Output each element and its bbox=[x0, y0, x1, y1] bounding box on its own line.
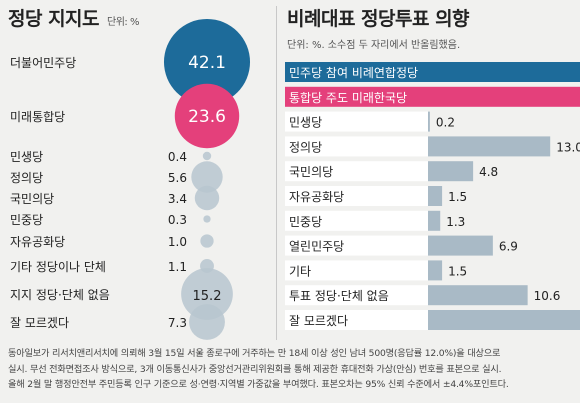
vote-bar bbox=[428, 285, 528, 306]
support-bubble bbox=[202, 151, 212, 161]
party-label: 미래통합당 bbox=[10, 110, 65, 124]
vote-label-box bbox=[285, 161, 428, 182]
support-value-label: 1.0 bbox=[168, 235, 187, 249]
vote-category-label: 투표 정당·단체 없음 bbox=[289, 289, 389, 303]
vote-bar bbox=[428, 235, 493, 256]
support-bubble bbox=[194, 185, 220, 211]
vote-bar bbox=[428, 136, 551, 157]
party-support-title: 정당 지지도 단위: % bbox=[8, 8, 139, 30]
vote-label-box bbox=[285, 210, 428, 231]
vote-category-label: 국민의당 bbox=[289, 165, 333, 179]
vote-bar bbox=[428, 260, 443, 281]
party-support-panel: 정당 지지도 단위: % 더불어민주당 42.1 미래통합당 23.6 민생당 0.4 정의당… bbox=[0, 0, 270, 346]
source-line: 실시. 무선 전화면접조사 방식으로, 3개 이동통신사가 중앙선거관리위원회를… bbox=[8, 363, 502, 375]
survey-source-note: 동아일보가 리서치앤리서치에 의뢰해 3월 15일 서울 종로구에 거주하는 만… bbox=[8, 346, 574, 393]
party-label: 잘 모르겠다 bbox=[10, 316, 69, 330]
vote-category-label: 잘 모르겠다 bbox=[289, 314, 348, 328]
support-bubble bbox=[181, 268, 233, 320]
party-label: 국민의당 bbox=[10, 192, 54, 206]
proportional-vote-bar-chart: 민주당 참여 비례연합정당21.2통합당 주도 미래한국당22.0민생당0.2정… bbox=[285, 62, 580, 330]
vote-category-label: 열린민주당 bbox=[289, 240, 344, 254]
source-line: 올해 2월 말 행정안전부 주민등록 인구 기준으로 성·연령·지역별 가중값을… bbox=[8, 379, 509, 390]
party-label: 지지 정당·단체 없음 bbox=[10, 288, 110, 302]
party-label: 기타 정당이나 단체 bbox=[10, 260, 106, 274]
vote-value-label: 13.0 bbox=[556, 140, 580, 154]
party-label: 민중당 bbox=[10, 213, 43, 227]
vote-bar bbox=[428, 161, 474, 182]
vote-value-label: 1.3 bbox=[446, 215, 465, 229]
support-bubble bbox=[191, 161, 223, 193]
vote-category-label: 기타 bbox=[289, 264, 311, 278]
vote-value-label: 1.5 bbox=[448, 190, 467, 204]
vote-category-label: 통합당 주도 미래한국당 bbox=[289, 91, 407, 105]
support-bubble bbox=[200, 234, 214, 248]
vote-category-label: 민중당 bbox=[289, 215, 322, 229]
vote-category-label: 민생당 bbox=[289, 116, 322, 130]
vote-bar bbox=[428, 111, 430, 132]
vote-value-label: 1.5 bbox=[448, 264, 467, 278]
support-value-label: 42.1 bbox=[188, 53, 226, 73]
support-bubble bbox=[174, 83, 240, 149]
vote-label-box bbox=[285, 186, 428, 206]
party-label: 민생당 bbox=[10, 150, 43, 164]
vote-bar bbox=[428, 210, 441, 231]
vote-category-label: 정의당 bbox=[289, 140, 322, 154]
vote-value-label: 4.8 bbox=[479, 165, 498, 179]
vote-bar bbox=[428, 186, 443, 206]
support-value-label: 15.2 bbox=[193, 289, 222, 304]
support-bubble bbox=[203, 215, 211, 223]
source-line: 동아일보가 리서치앤리서치에 의뢰해 3월 15일 서울 종로구에 거주하는 만… bbox=[8, 348, 501, 359]
support-value-label: 23.6 bbox=[188, 107, 226, 127]
vote-value-label: 10.6 bbox=[534, 289, 561, 303]
vote-bar bbox=[285, 62, 580, 82]
vote-label-box bbox=[285, 136, 428, 157]
panel-divider bbox=[276, 6, 277, 340]
support-value-label: 5.6 bbox=[168, 171, 187, 185]
support-value-label: 3.4 bbox=[168, 192, 187, 206]
vote-value-label: 6.9 bbox=[499, 240, 518, 254]
vote-label-box bbox=[285, 235, 428, 256]
vote-bar bbox=[428, 310, 580, 330]
support-bubble bbox=[189, 304, 225, 340]
proportional-vote-subtitle: 단위: %. 소수점 두 자리에서 반올림했음. bbox=[287, 40, 461, 51]
vote-label-box bbox=[285, 260, 428, 281]
party-label: 더불어민주당 bbox=[10, 56, 76, 70]
party-support-unit: 단위: % bbox=[107, 17, 139, 28]
party-support-bubble-chart: 더불어민주당 42.1 미래통합당 23.6 민생당 0.4 정의당 5.6 국민의당 3.4 민중… bbox=[10, 18, 251, 340]
party-label: 자유공화당 bbox=[10, 235, 65, 249]
vote-label-box bbox=[285, 111, 428, 132]
vote-bar bbox=[285, 86, 580, 107]
support-bubble bbox=[163, 18, 251, 106]
vote-label-box bbox=[285, 285, 428, 306]
support-value-label: 0.3 bbox=[168, 213, 187, 227]
support-value-label: 1.1 bbox=[168, 260, 187, 274]
support-value-label: 7.3 bbox=[168, 316, 187, 330]
support-value-label: 0.4 bbox=[168, 150, 187, 164]
proportional-vote-title: 비례대표 정당투표 의향 bbox=[287, 8, 470, 30]
vote-category-label: 민주당 참여 비례연합정당 bbox=[289, 66, 418, 80]
vote-value-label: 0.2 bbox=[436, 116, 455, 130]
proportional-vote-panel: 비례대표 정당투표 의향 단위: %. 소수점 두 자리에서 반올림했음. 민주… bbox=[283, 0, 580, 346]
vote-label-box bbox=[285, 310, 428, 330]
vote-category-label: 자유공화당 bbox=[289, 190, 344, 204]
party-label: 정의당 bbox=[10, 171, 43, 185]
